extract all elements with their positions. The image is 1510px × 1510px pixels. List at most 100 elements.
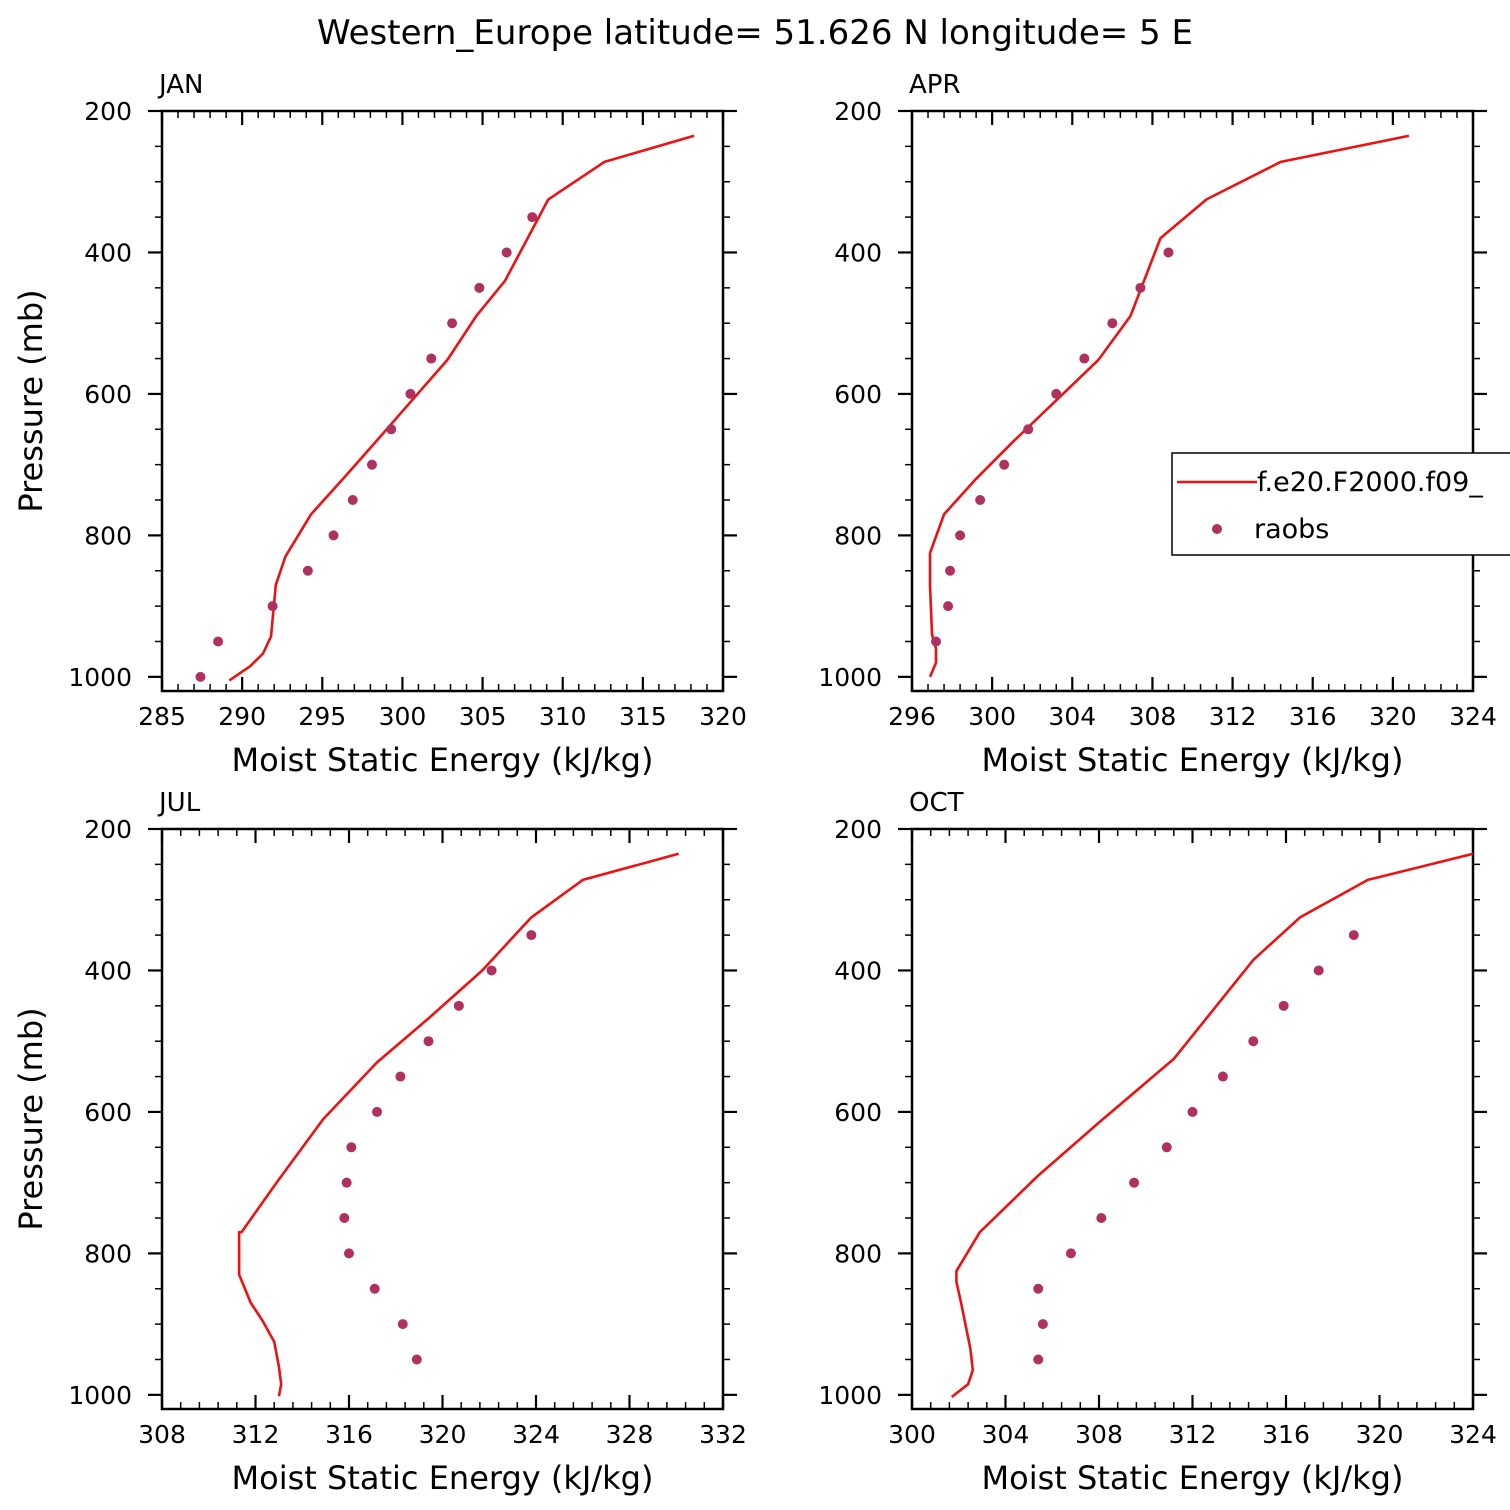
panels: 285 290 295 300 305 310 315 320 200 400 600 800 1000… bbox=[12, 70, 1497, 1497]
model-profile-line bbox=[237, 852, 679, 1397]
raobs-point bbox=[411, 1354, 422, 1365]
x-tick-label: 328 bbox=[606, 1420, 654, 1449]
raobs-point bbox=[1033, 1283, 1044, 1294]
figure-title: Western_Europe latitude= 51.626 N longit… bbox=[317, 13, 1193, 53]
y-tick-label: 600 bbox=[84, 380, 132, 409]
raobs-point bbox=[372, 1106, 383, 1117]
panel-title: JUL bbox=[157, 788, 201, 818]
y-tick-label: 600 bbox=[834, 380, 882, 409]
raobs-point bbox=[1161, 1142, 1172, 1153]
raobs-point bbox=[1278, 1000, 1289, 1011]
x-axis-title: Moist Static Energy (kJ/kg) bbox=[982, 1459, 1404, 1497]
raobs-point bbox=[474, 282, 485, 293]
raobs-point bbox=[1187, 1106, 1198, 1117]
x-tick-label: 290 bbox=[218, 702, 266, 731]
x-axis-title: Moist Static Energy (kJ/kg) bbox=[232, 741, 654, 779]
y-tick-label: 800 bbox=[84, 521, 132, 550]
raobs-point bbox=[1248, 1036, 1259, 1047]
x-tick-label: 324 bbox=[1449, 1420, 1497, 1449]
plot-frame bbox=[160, 109, 725, 693]
legend-marker-swatch bbox=[1212, 524, 1222, 534]
raobs-point bbox=[369, 1283, 380, 1294]
y-tick-label: 800 bbox=[834, 521, 882, 550]
raobs-point bbox=[1348, 930, 1359, 941]
y-tick-label: 800 bbox=[834, 1239, 882, 1268]
raobs-point bbox=[1163, 247, 1174, 258]
x-tick-label: 300 bbox=[968, 702, 1016, 731]
y-tick-label: 600 bbox=[834, 1098, 882, 1127]
plot-area bbox=[237, 852, 679, 1397]
x-tick-label: 310 bbox=[539, 702, 587, 731]
raobs-point bbox=[341, 1177, 352, 1188]
legend-model-label: f.e20.F2000.f09_ bbox=[1257, 467, 1483, 498]
panel-title: APR bbox=[909, 70, 961, 100]
raobs-point bbox=[213, 636, 224, 647]
x-tick-label: 320 bbox=[1356, 1420, 1404, 1449]
raobs-point bbox=[426, 353, 437, 364]
raobs-point bbox=[1107, 318, 1118, 329]
plot-frame bbox=[910, 827, 1475, 1411]
raobs-point bbox=[386, 424, 397, 435]
x-tick-label: 295 bbox=[298, 702, 346, 731]
x-tick-label: 320 bbox=[699, 702, 747, 731]
raobs-point bbox=[1313, 965, 1324, 976]
x-tick-label: 312 bbox=[1169, 1420, 1217, 1449]
raobs-point bbox=[195, 671, 206, 682]
panel-title: JAN bbox=[157, 70, 203, 100]
y-tick-label: 400 bbox=[84, 238, 132, 267]
raobs-point bbox=[527, 212, 538, 223]
y-tick-label: 400 bbox=[84, 956, 132, 985]
raobs-point bbox=[1096, 1213, 1107, 1224]
x-tick-label: 316 bbox=[325, 1420, 373, 1449]
y-tick-label: 200 bbox=[84, 97, 132, 126]
raobs-point bbox=[975, 495, 986, 506]
model-profile-line bbox=[950, 852, 1473, 1399]
y-tick-label: 600 bbox=[84, 1098, 132, 1127]
model-profile-line bbox=[928, 134, 1410, 678]
legend: f.e20.F2000.f09_ raobs bbox=[1171, 452, 1510, 556]
x-tick-label: 300 bbox=[888, 1420, 936, 1449]
x-tick-label: 285 bbox=[138, 702, 186, 731]
raobs-point bbox=[1037, 1319, 1048, 1330]
x-tick-label: 308 bbox=[138, 1420, 186, 1449]
y-tick-label: 1000 bbox=[68, 663, 132, 692]
x-tick-label: 304 bbox=[982, 1420, 1030, 1449]
model-profile-line bbox=[228, 134, 695, 682]
panel-oct: 300 304 308 312 316 320 324 200 400 600 800 1000 OCT… bbox=[818, 788, 1496, 1497]
raobs-point bbox=[346, 1142, 357, 1153]
x-tick-label: 316 bbox=[1262, 1420, 1310, 1449]
x-tick-label: 312 bbox=[232, 1420, 280, 1449]
raobs-point bbox=[1135, 282, 1146, 293]
raobs-point bbox=[447, 318, 458, 329]
x-axis-title: Moist Static Energy (kJ/kg) bbox=[232, 1459, 654, 1497]
raobs-point bbox=[1217, 1071, 1228, 1082]
raobs-point bbox=[526, 930, 537, 941]
raobs-point bbox=[1023, 424, 1034, 435]
raobs-point bbox=[1051, 388, 1062, 399]
plot-frame bbox=[160, 827, 725, 1411]
x-tick-label: 308 bbox=[1075, 1420, 1123, 1449]
raobs-point bbox=[1033, 1354, 1044, 1365]
plot-area bbox=[195, 134, 695, 682]
raobs-point bbox=[339, 1213, 350, 1224]
raobs-point bbox=[1065, 1248, 1076, 1259]
raobs-point bbox=[943, 601, 954, 612]
x-tick-label: 305 bbox=[459, 702, 507, 731]
y-tick-label: 1000 bbox=[818, 1381, 882, 1410]
y-tick-label: 200 bbox=[84, 815, 132, 844]
raobs-point bbox=[501, 247, 512, 258]
panel-jul: 308 312 316 320 324 328 332 200 400 600 800 1000 JUL… bbox=[12, 788, 747, 1497]
y-axis-title: Pressure (mb) bbox=[12, 1007, 50, 1230]
y-tick-label: 400 bbox=[834, 956, 882, 985]
x-tick-label: 320 bbox=[1369, 702, 1417, 731]
y-tick-label: 1000 bbox=[818, 663, 882, 692]
raobs-point bbox=[328, 530, 339, 541]
x-tick-label: 332 bbox=[699, 1420, 747, 1449]
panel-title: OCT bbox=[909, 788, 964, 818]
x-tick-label: 315 bbox=[619, 702, 667, 731]
raobs-point bbox=[453, 1000, 464, 1011]
raobs-point bbox=[999, 459, 1010, 470]
y-tick-label: 800 bbox=[84, 1239, 132, 1268]
raobs-point bbox=[423, 1036, 434, 1047]
